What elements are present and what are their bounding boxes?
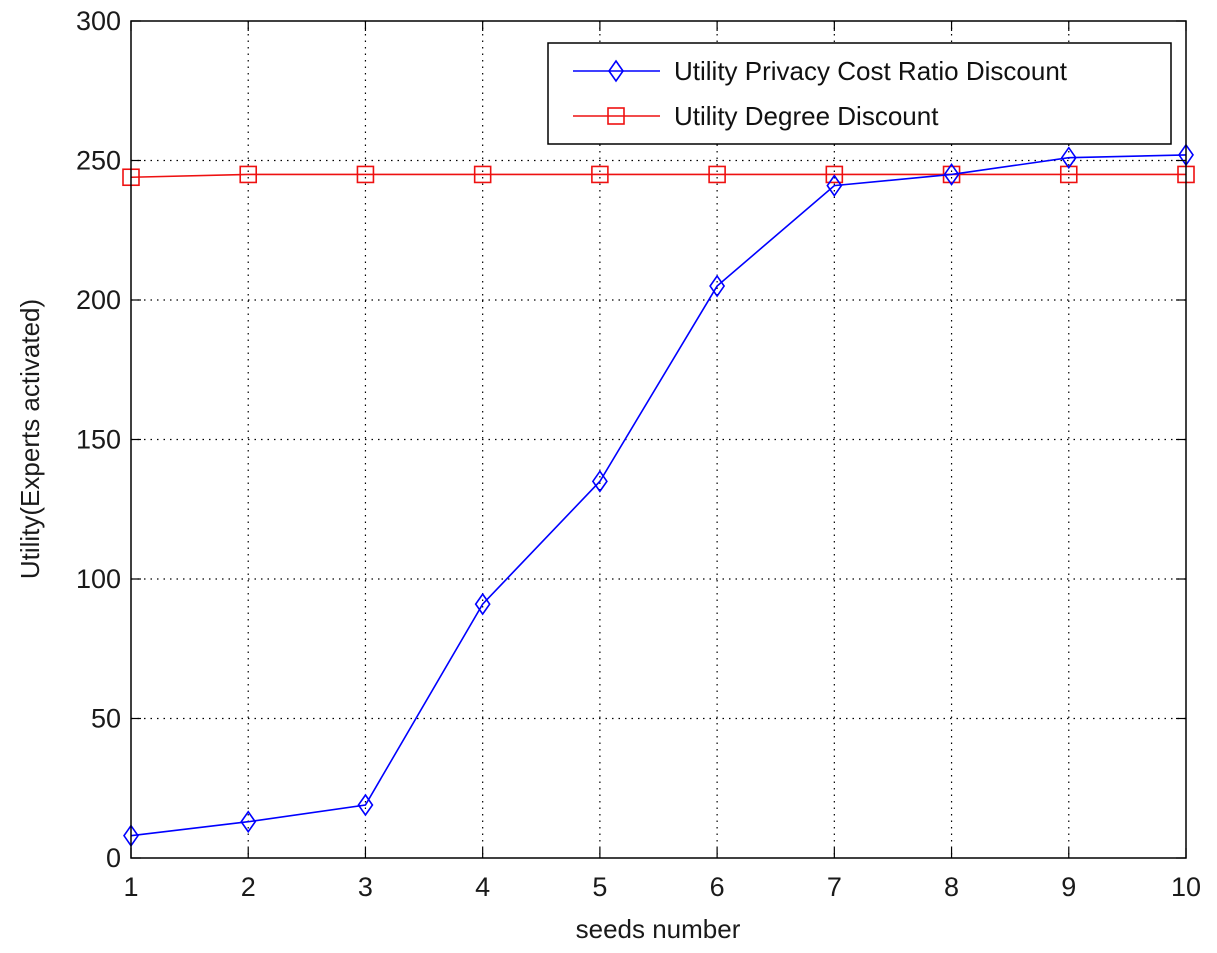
- x-tick-label: 2: [241, 872, 256, 902]
- legend-marker-diamond: [608, 59, 624, 83]
- x-tick-label: 6: [710, 872, 725, 902]
- y-tick-label: 200: [76, 285, 121, 315]
- data-point-diamond: [1060, 146, 1077, 170]
- x-tick-label: 5: [592, 872, 607, 902]
- data-point-square: [591, 165, 609, 184]
- data-point-diamond: [474, 592, 491, 616]
- data-point-diamond: [357, 793, 374, 817]
- data-point-diamond: [709, 274, 726, 298]
- y-tick-label: 150: [76, 425, 121, 455]
- y-tick-label: 100: [76, 564, 121, 594]
- y-tick-label: 300: [76, 6, 121, 36]
- data-point-diamond: [240, 810, 257, 834]
- series-line: [130, 154, 1187, 837]
- series-line: [130, 173, 1186, 179]
- grid-lines: [131, 21, 1186, 858]
- x-tick-label: 8: [944, 872, 959, 902]
- x-axis-title: seeds number: [576, 914, 741, 944]
- legend-marker-square: [607, 107, 625, 125]
- data-point-diamond: [943, 163, 960, 186]
- x-tick-label: 10: [1171, 872, 1201, 902]
- x-tick-label: 3: [358, 872, 373, 902]
- series-diamond: [123, 143, 1194, 848]
- y-tick-label: 0: [106, 843, 121, 873]
- x-tick-label: 7: [827, 872, 842, 902]
- y-axis-title: Utility(Experts activated): [15, 299, 45, 579]
- x-tick-label: 1: [123, 872, 138, 902]
- data-point-square: [473, 165, 492, 184]
- legend-label: Utility Privacy Cost Ratio Discount: [674, 56, 1068, 86]
- y-tick-label: 250: [76, 146, 121, 176]
- data-point-square: [708, 165, 726, 184]
- x-tick-label: 9: [1061, 872, 1076, 902]
- data-point-square: [356, 165, 375, 184]
- x-tick-label: 4: [475, 872, 490, 902]
- data-point-diamond: [826, 174, 843, 198]
- data-point-diamond: [591, 469, 608, 493]
- legend: Utility Privacy Cost Ratio Discount Utili…: [547, 42, 1172, 145]
- legend-label: Utility Degree Discount: [674, 101, 939, 131]
- data-point-square: [825, 165, 844, 184]
- data-point-square: [239, 165, 258, 184]
- y-tick-label: 50: [91, 704, 121, 734]
- legend-box: [547, 42, 1172, 145]
